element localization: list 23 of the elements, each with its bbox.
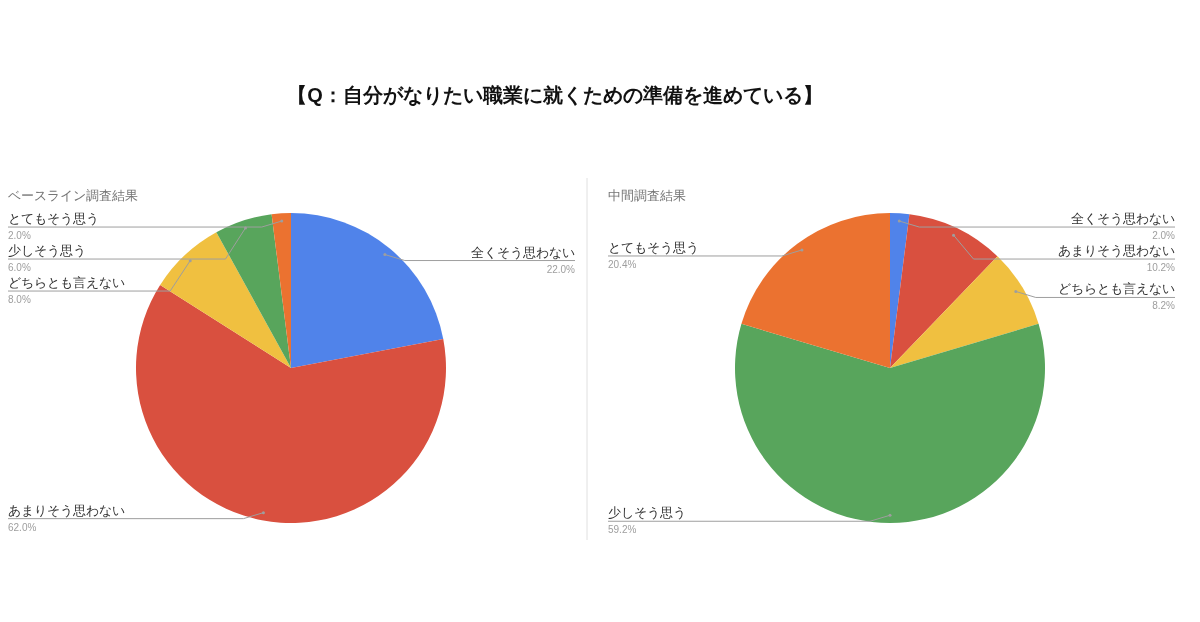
slice-label: どちらとも言えない bbox=[1058, 281, 1175, 297]
slice-label: 全くそう思わない bbox=[1071, 211, 1175, 227]
chart-title: 中間調査結果 bbox=[608, 188, 686, 203]
data-label: 59.2% bbox=[608, 524, 637, 536]
data-label: 20.4% bbox=[608, 258, 637, 270]
data-label: 6.0% bbox=[8, 262, 31, 274]
slice-label: 少しそう思う bbox=[8, 243, 86, 259]
data-label: 2.0% bbox=[1152, 230, 1176, 242]
data-label: 8.0% bbox=[8, 294, 31, 306]
data-label: 2.0% bbox=[8, 230, 31, 242]
chart-subtitle: ベースライン調査結果 bbox=[8, 188, 138, 203]
slice-label: あまりそう思わない bbox=[1058, 243, 1175, 259]
data-label: 8.2% bbox=[1152, 300, 1176, 312]
slice-label: とてもそう思う bbox=[8, 211, 99, 227]
slice-label: あまりそう思わない bbox=[8, 502, 125, 518]
data-label: 62.0% bbox=[8, 521, 37, 533]
chart-title: 【Q：自分がなりたい職業に就くための準備を進めている】 bbox=[287, 84, 823, 106]
data-label: 10.2% bbox=[1146, 262, 1176, 274]
slice-label: 全くそう思わない bbox=[471, 244, 575, 260]
slice-label: どちらとも言えない bbox=[8, 275, 125, 291]
data-label: 22.0% bbox=[546, 263, 576, 275]
slice-label: 少しそう思う bbox=[608, 505, 686, 521]
slice-label: とてもそう思う bbox=[608, 239, 699, 255]
